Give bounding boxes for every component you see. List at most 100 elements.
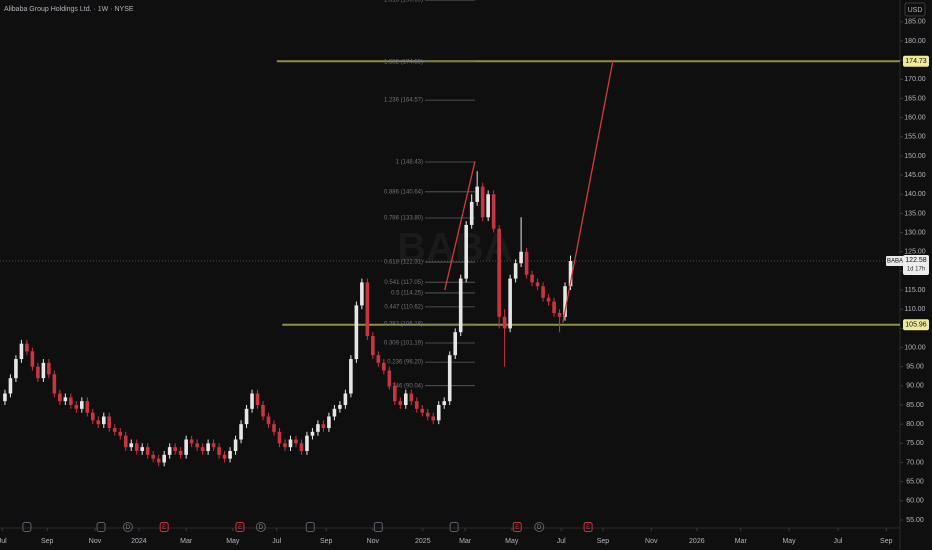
candle-body [101, 416, 106, 425]
candle-body [310, 431, 315, 436]
y-tick-label: 135.00 [904, 210, 926, 217]
trendline [562, 61, 614, 323]
candle-body [134, 443, 139, 451]
candle-body [360, 282, 364, 306]
candle-body [546, 297, 551, 302]
fib-label: 0.886 (140.64) [384, 189, 423, 195]
candle-body [189, 439, 194, 444]
event-label: D [126, 525, 131, 531]
candle-body [316, 424, 320, 432]
candle-body [261, 405, 265, 417]
x-tick-label: Jul [833, 538, 842, 545]
candle-body [568, 261, 573, 287]
x-tick-label: Nov [89, 538, 102, 545]
fib-label: 0.786 (133.80) [384, 216, 423, 222]
candle-body [250, 393, 254, 409]
candle-body [222, 454, 227, 459]
candle-body [398, 401, 403, 406]
candle-body [156, 458, 161, 463]
fib-label: 1.382 (174.55) [384, 59, 423, 65]
candle-body [294, 439, 298, 444]
y-tick-label: 150.00 [904, 153, 926, 160]
fib-label: 0.309 (101.19) [384, 341, 423, 347]
fib-label: 1.236 (164.57) [384, 98, 423, 104]
x-tick-label: Sep [597, 538, 610, 545]
y-tick-label: 125.00 [904, 249, 926, 256]
fib-label: 0.5 (114.25) [391, 291, 423, 297]
candle-body [414, 401, 419, 409]
candle-body [453, 332, 458, 356]
y-tick-label: 75.00 [906, 440, 924, 447]
level-price-box [903, 319, 929, 331]
candle-body [425, 412, 430, 417]
event-marker [373, 522, 383, 532]
y-tick-label: 145.00 [904, 172, 926, 179]
candle-body [283, 443, 287, 448]
event-marker [235, 522, 245, 532]
event-label: D [259, 525, 264, 531]
event-marker [449, 522, 459, 532]
event-label: D [537, 525, 542, 531]
x-tick-label: May [782, 538, 796, 545]
candle-body [129, 443, 134, 448]
y-tick-label: 160.00 [904, 114, 926, 121]
trendline [444, 161, 476, 291]
candle-body [519, 251, 523, 264]
y-tick-label: 185.00 [904, 19, 926, 26]
candle-body [3, 393, 7, 402]
x-tick-label: 2026 [689, 538, 705, 545]
candle-body [266, 416, 271, 425]
candle-body [382, 362, 386, 371]
fib-label: 0.236 (96.20) [387, 360, 423, 366]
fib-label: 0.618 (122.31) [384, 260, 423, 266]
candle-body [403, 393, 408, 406]
candle-body [58, 393, 62, 402]
candle-body [343, 393, 348, 406]
candle-body [535, 282, 540, 287]
y-tick-label: 90.00 [906, 383, 924, 390]
candle-body [8, 378, 13, 394]
candle-body [557, 313, 562, 317]
candle-body [217, 447, 221, 455]
event-marker [96, 522, 106, 532]
candle-body [178, 450, 183, 455]
candle-body [305, 435, 309, 451]
candle-body [497, 228, 501, 317]
candle-body [47, 362, 51, 375]
candle-body [211, 443, 216, 448]
event-marker [122, 522, 133, 532]
candle-body [14, 359, 18, 379]
level-price-label: 174.73 [905, 58, 927, 65]
y-tick-label: 165.00 [904, 95, 926, 102]
candle-body [206, 443, 210, 451]
candle-body [475, 186, 479, 202]
candle-body [91, 412, 95, 421]
event-marker [255, 522, 266, 532]
candle-body [145, 447, 150, 455]
x-tick-label: Jul [0, 538, 7, 545]
candle-body [200, 447, 205, 451]
candle-body [420, 408, 425, 413]
x-tick-label: 2024 [131, 538, 147, 545]
candle-body [123, 435, 128, 448]
candle-body [431, 416, 436, 421]
fib-label: 0.541 (117.05) [384, 280, 423, 286]
candle-body [442, 401, 447, 406]
y-tick-label: 100.00 [904, 344, 926, 351]
candle-body [409, 393, 414, 402]
x-tick-label: 2025 [415, 538, 431, 545]
candle-body [332, 408, 337, 417]
event-marker [159, 522, 169, 532]
x-tick-label: Sep [320, 538, 333, 545]
level-price-box [903, 55, 929, 67]
symbol-label: BABA [887, 259, 903, 265]
y-tick-label: 95.00 [906, 364, 924, 371]
currency-box[interactable] [904, 2, 926, 17]
y-tick-label: 80.00 [906, 421, 924, 428]
candle-body [19, 343, 24, 360]
event-label: E [238, 525, 242, 531]
candle-body [112, 427, 117, 432]
candle-body [80, 401, 84, 409]
candle-body [195, 443, 199, 448]
event-label: E [515, 525, 519, 531]
